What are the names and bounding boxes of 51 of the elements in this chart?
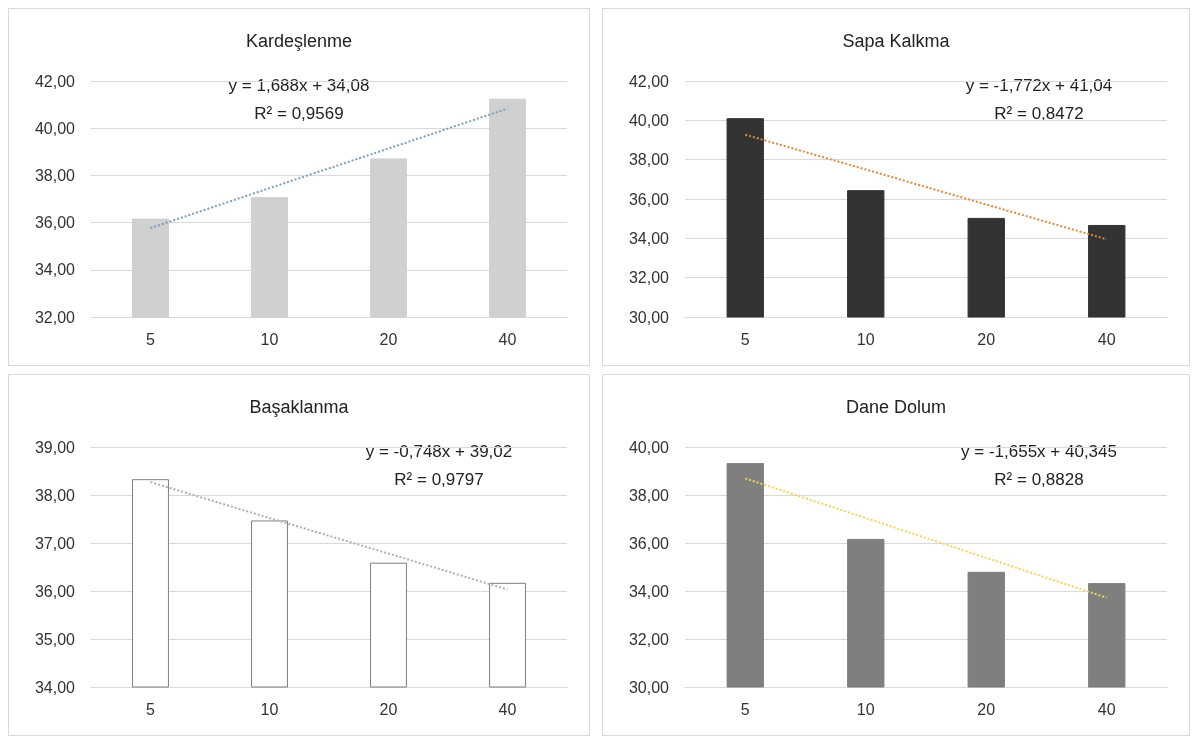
y-tick-label: 30,00 (628, 678, 670, 696)
x-tick-label: 20 (977, 700, 996, 718)
x-tick-label: 20 (379, 700, 398, 718)
y-tick-label: 34,00 (628, 229, 670, 247)
y-tick-label: 38,00 (34, 166, 76, 184)
x-tick-label: 40 (498, 330, 517, 348)
chart-title: Başaklanma (249, 397, 350, 417)
y-tick-label: 35,00 (34, 630, 76, 648)
y-tick-label: 37,00 (34, 534, 76, 552)
annotation: R² = 0,9797 (394, 470, 484, 489)
y-tick-label: 32,00 (34, 308, 76, 326)
y-tick-label: 34,00 (34, 678, 76, 696)
x-tick-label: 5 (740, 330, 750, 348)
y-tick-label: 40,00 (628, 111, 670, 129)
y-tick-label: 42,00 (34, 72, 76, 90)
y-tick-label: 38,00 (628, 486, 670, 504)
y-tick-label: 38,00 (628, 151, 670, 169)
x-tick-label: 10 (856, 700, 875, 718)
y-tick-label: 34,00 (628, 582, 670, 600)
x-tick-label: 20 (379, 330, 398, 348)
y-tick-label: 36,00 (628, 190, 670, 208)
chart-title: Sapa Kalkma (842, 31, 951, 51)
y-tick-label: 36,00 (34, 214, 76, 232)
x-tick-label: 20 (977, 330, 996, 348)
x-tick-label: 5 (740, 700, 750, 718)
annotation: R² = 0,8472 (994, 104, 1084, 123)
y-tick-label: 38,00 (34, 486, 76, 504)
y-tick-label: 42,00 (628, 72, 670, 90)
y-tick-label: 40,00 (628, 438, 670, 456)
y-tick-label: 32,00 (628, 630, 670, 648)
x-tick-label: 10 (260, 330, 279, 348)
y-tick-label: 40,00 (34, 119, 76, 137)
y-tick-label: 32,00 (628, 269, 670, 287)
y-tick-label: 36,00 (628, 534, 670, 552)
chart-title: Kardeşlenme (245, 31, 353, 51)
x-tick-label: 40 (498, 700, 517, 718)
x-tick-label: 40 (1097, 330, 1116, 348)
x-tick-label: 40 (1097, 700, 1116, 718)
y-tick-label: 30,00 (628, 308, 670, 326)
x-tick-label: 10 (856, 330, 875, 348)
annotation: R² = 0,8828 (994, 470, 1084, 489)
y-tick-label: 34,00 (34, 261, 76, 279)
x-tick-label: 5 (146, 700, 156, 718)
annotation: R² = 0,9569 (254, 104, 344, 123)
y-tick-label: 39,00 (34, 438, 76, 456)
x-tick-label: 5 (146, 330, 156, 348)
chart-title: Dane Dolum (845, 397, 947, 417)
line-series (744, 133, 1108, 241)
x-tick-label: 10 (260, 700, 279, 718)
line-series (149, 107, 509, 230)
y-tick-label: 36,00 (34, 582, 76, 600)
